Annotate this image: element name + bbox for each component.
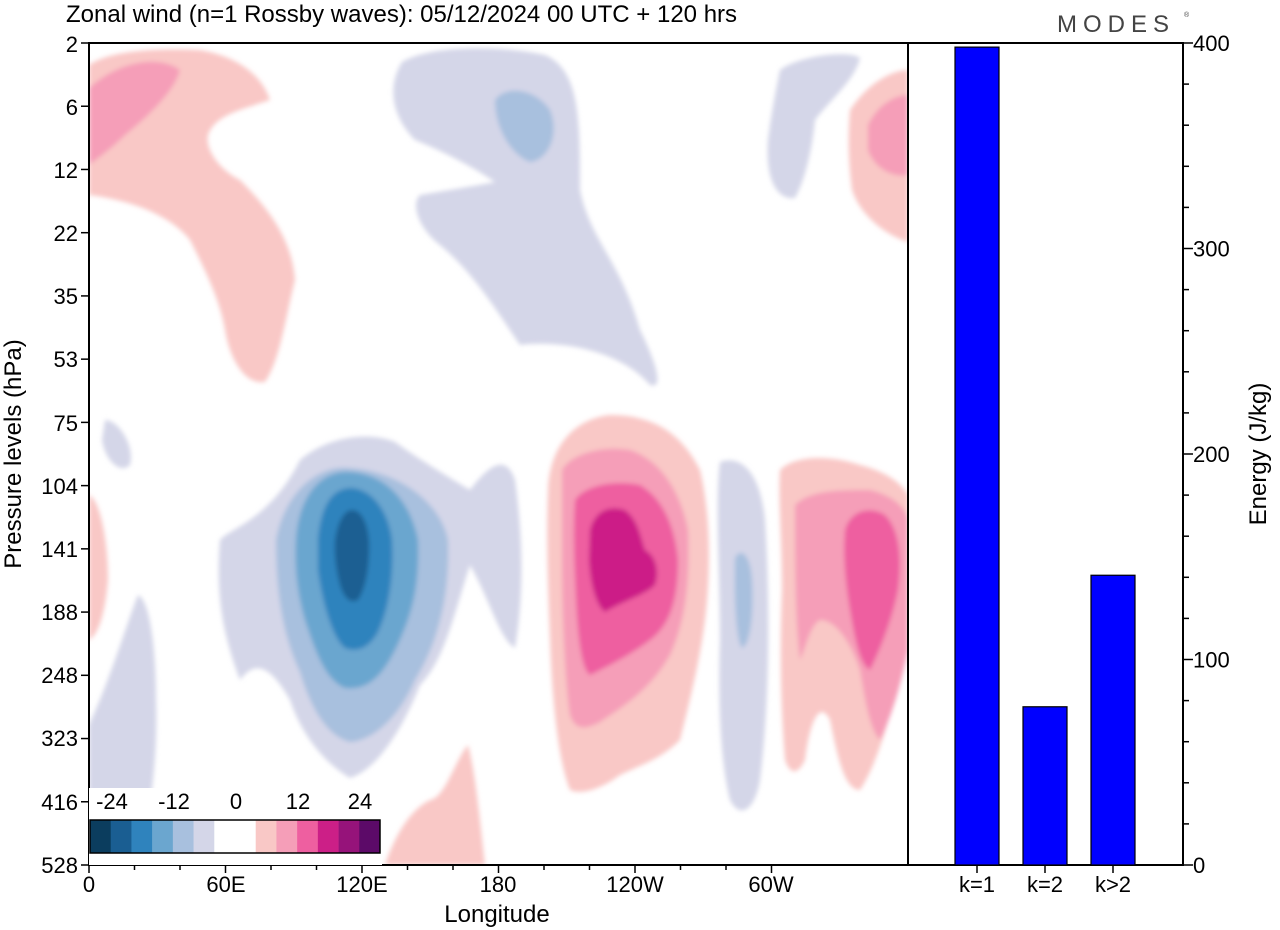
y-tick-label: 416 [41, 790, 78, 815]
energy-tick-label: 200 [1193, 442, 1230, 467]
pos-region-upper-left [89, 49, 295, 383]
colorbar-swatch [152, 820, 174, 853]
y-tick-label: 6 [66, 95, 78, 120]
energy-tick-label: 100 [1193, 648, 1230, 673]
y-tick-label: 53 [54, 347, 78, 372]
colorbar-label: -24 [96, 789, 128, 814]
colorbar-swatch [110, 820, 132, 853]
pressure-axis: 2 6 12 22 35 53 75 104 141 188 248 323 4… [41, 32, 89, 878]
y-tick-label: 248 [41, 663, 78, 688]
chart-title: Zonal wind (n=1 Rossby waves): 05/12/202… [66, 1, 737, 28]
colorbar-swatch [90, 820, 112, 853]
colorbar-swatch [214, 820, 236, 853]
x-tick-label: 60W [748, 872, 793, 897]
neg-region-upper-core [495, 90, 554, 162]
y-tick-label: 2 [66, 32, 78, 57]
x-tick-label: 0 [83, 872, 95, 897]
colorbar-swatch [338, 820, 360, 853]
bar-category-label: k=1 [959, 872, 995, 897]
pos-region-left-edge [89, 495, 108, 640]
y-tick-label: 12 [54, 158, 78, 183]
y-tick-label: 35 [54, 284, 78, 309]
colorbar-frame [89, 819, 381, 854]
colorbar-swatch [255, 820, 277, 853]
neg-region-right-core [734, 553, 753, 648]
energy-axis-title: Energy (J/kg) [1245, 383, 1272, 526]
x-tick-label: 120W [606, 872, 664, 897]
energy-tick-label: 0 [1193, 853, 1205, 878]
logo-registered-mark: ® [1184, 11, 1190, 19]
energy-bar-1 [954, 46, 1000, 866]
bar-category-label: k=2 [1027, 872, 1063, 897]
modes-logo: MODES [1057, 11, 1175, 38]
longitude-axis: 0 60E 120E 180 120W 60W [83, 865, 794, 897]
pos-region-upper-right-core [868, 95, 908, 176]
neg-region-level-5 [334, 510, 370, 602]
energy-bar-3 [1090, 574, 1136, 866]
bar-category-label: k>2 [1095, 872, 1131, 897]
colorbar-swatch [317, 820, 339, 853]
x-tick-label: 180 [480, 872, 517, 897]
y-tick-label: 188 [41, 600, 78, 625]
x-axis-title: Longitude [444, 901, 549, 928]
energy-axis: 0 100 200 300 400 [976, 31, 1230, 878]
energy-tick-label: 400 [1193, 31, 1230, 56]
contour-field [89, 48, 908, 865]
y-tick-label: 104 [41, 474, 78, 499]
colorbar-label: 0 [230, 789, 242, 814]
colorbar-swatch [172, 820, 194, 853]
y-axis-title: Pressure levels (hPa) [0, 339, 27, 568]
energy-tick-label: 300 [1193, 237, 1230, 262]
energy-bar-2 [1022, 706, 1068, 866]
pos-region-center-level-4 [589, 508, 657, 612]
pos-region-bottom-center [385, 745, 485, 865]
colorbar-swatch [276, 820, 298, 853]
pos-region-right-level-3 [844, 510, 900, 670]
pos-region-upper-left-core [89, 61, 180, 165]
y-tick-label: 323 [41, 726, 78, 751]
neg-region-upper-right [767, 54, 860, 199]
colorbar-swatch [131, 820, 153, 853]
colorbar-label: -12 [158, 789, 190, 814]
y-tick-label: 75 [54, 411, 78, 436]
x-tick-label: 120E [336, 872, 387, 897]
neg-region-mid-left [102, 420, 131, 469]
colorbar: -24 -12 0 12 24 [89, 788, 382, 865]
colorbar-swatch [235, 820, 257, 853]
x-tick-label: 60E [206, 872, 245, 897]
colorbar-swatch [193, 820, 215, 853]
colorbar-swatch [359, 820, 381, 853]
y-tick-label: 22 [54, 221, 78, 246]
energy-bars [954, 46, 1136, 866]
colorbar-label: 24 [348, 789, 372, 814]
y-tick-label: 528 [41, 853, 78, 878]
colorbar-swatch [297, 820, 319, 853]
y-tick-label: 141 [41, 537, 78, 562]
bar-category-axis: k=1 k=2 k>2 [959, 872, 1131, 897]
neg-region-upper-center [393, 48, 658, 386]
colorbar-label: 12 [286, 789, 310, 814]
